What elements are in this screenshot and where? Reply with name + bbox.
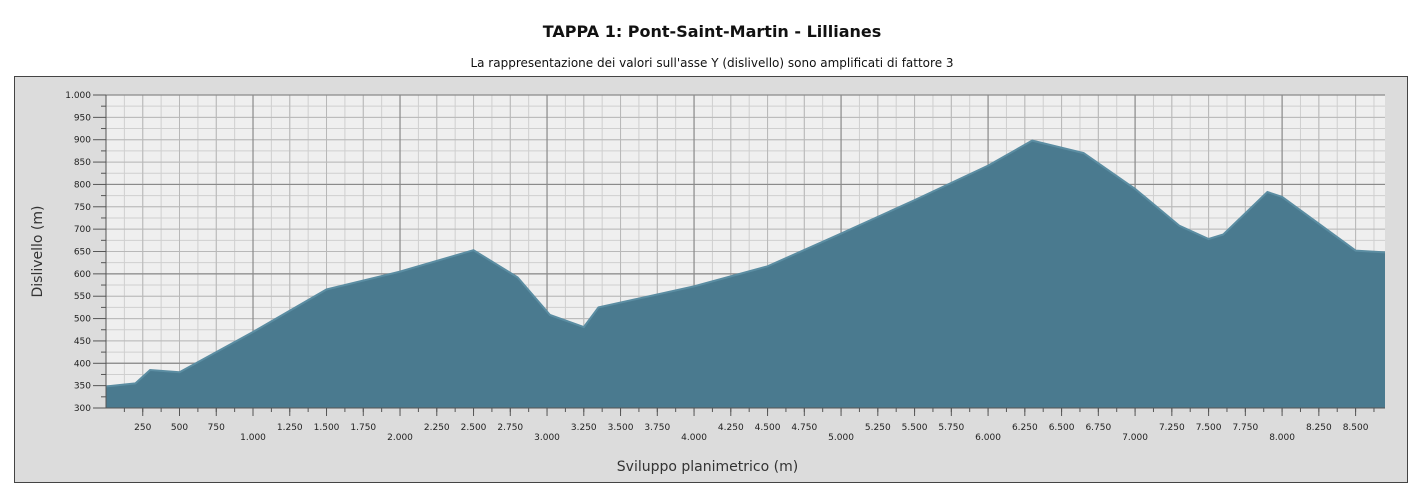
y-tick-label: 750	[74, 203, 91, 213]
x-tick-label: 8.250	[1306, 423, 1332, 433]
y-tick-label: 400	[74, 359, 91, 369]
x-tick-label: 6.250	[1012, 423, 1038, 433]
x-tick-label: 5.500	[902, 423, 928, 433]
x-tick-label-major: 8.000	[1269, 433, 1295, 443]
x-tick-label: 7.250	[1159, 423, 1185, 433]
x-tick-label: 8.500	[1343, 423, 1369, 433]
x-tick-label: 4.750	[791, 423, 817, 433]
x-tick-label: 2.750	[497, 423, 523, 433]
y-tick-label: 600	[74, 270, 91, 280]
y-tick-label: 1.000	[65, 91, 91, 101]
y-axis-title: Dislivello (m)	[30, 206, 46, 298]
x-tick-label: 2.250	[424, 423, 450, 433]
y-tick-label: 450	[74, 337, 91, 347]
y-tick-label: 850	[74, 158, 91, 168]
x-tick-label-major: 1.000	[240, 433, 266, 443]
x-axis: 250 500 750 1.250 1.500 1.750 2.250 2.500 2.750 3…	[106, 407, 1385, 443]
x-tick-label-major: 6.000	[975, 433, 1001, 443]
y-tick-label: 950	[74, 113, 91, 123]
x-tick-label-major: 5.000	[828, 433, 854, 443]
x-tick-label: 250	[134, 423, 151, 433]
x-tick-label: 1.750	[350, 423, 376, 433]
x-tick-label: 6.750	[1085, 423, 1111, 433]
y-tick-label: 800	[74, 180, 91, 190]
x-tick-label: 5.250	[865, 423, 891, 433]
x-tick-label: 4.250	[718, 423, 744, 433]
x-tick-label: 750	[208, 423, 225, 433]
y-tick-label: 900	[74, 136, 91, 146]
chart-title: TAPPA 1: Pont-Saint-Martin - Lillianes	[542, 22, 882, 41]
x-tick-label-major: 4.000	[681, 433, 707, 443]
y-axis: 300 350 400 450 500 550 600 650 700 750 800 850 900 9…	[65, 91, 107, 414]
x-tick-label: 1.250	[277, 423, 303, 433]
x-tick-label: 2.500	[461, 423, 487, 433]
x-tick-label-major: 3.000	[534, 433, 560, 443]
x-tick-label: 7.750	[1232, 423, 1258, 433]
y-tick-label: 650	[74, 248, 91, 258]
x-tick-label-major: 7.000	[1122, 433, 1148, 443]
x-tick-label: 1.500	[314, 423, 340, 433]
chart-frame: 300 350 400 450 500 550 600 650 700 750 800 850 900 9…	[14, 76, 1408, 483]
x-tick-label-major: 2.000	[387, 433, 413, 443]
y-tick-label: 500	[74, 315, 91, 325]
x-tick-label: 3.250	[571, 423, 597, 433]
elevation-chart: 300 350 400 450 500 550 600 650 700 750 800 850 900 9…	[30, 91, 1386, 475]
x-tick-label: 7.500	[1196, 423, 1222, 433]
x-tick-label: 500	[171, 423, 188, 433]
y-tick-label: 700	[74, 225, 91, 235]
x-tick-label: 6.500	[1049, 423, 1075, 433]
y-tick-label: 350	[74, 382, 91, 392]
x-tick-label: 5.750	[938, 423, 964, 433]
x-tick-label: 3.750	[644, 423, 670, 433]
chart-subtitle: La rappresentazione dei valori sull'asse…	[470, 56, 954, 70]
x-tick-label: 4.500	[755, 423, 781, 433]
x-tick-label: 3.500	[608, 423, 634, 433]
y-tick-label: 550	[74, 292, 91, 302]
elevation-area	[106, 140, 1385, 408]
elevation-line	[105, 139, 1386, 388]
x-axis-title: Sviluppo planimetrico (m)	[617, 459, 798, 475]
y-tick-label: 300	[74, 404, 91, 414]
